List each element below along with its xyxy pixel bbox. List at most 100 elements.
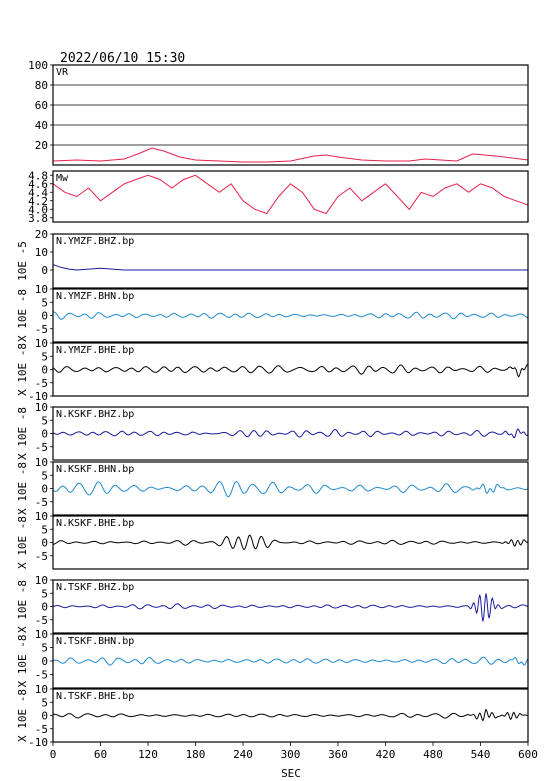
y-tick-label: 20 (35, 139, 48, 152)
y-tick-label: 5 (41, 350, 48, 363)
series-line (53, 656, 528, 666)
series-line (53, 481, 528, 498)
y-tick-label: 4.8 (28, 169, 48, 182)
panel-label: N.KSKF.BHE.bp (56, 518, 134, 529)
series-line (53, 428, 528, 439)
y-tick-label: 10 (35, 456, 48, 469)
panel-frame (52, 579, 529, 634)
figure-title: 2022/06/10 15:30 (60, 51, 185, 66)
y-tick-label: -5 (35, 723, 48, 736)
y-tick-label: 0 (41, 310, 48, 323)
panel-label: N.YMZF.BHN.bp (56, 291, 134, 302)
panel-label: N.TSKF.BHZ.bp (56, 582, 134, 593)
y-tick-label: 4.2 (28, 195, 48, 208)
y-tick-label: 5 (41, 296, 48, 309)
panel-frame (52, 170, 529, 223)
panel-frame (52, 342, 529, 397)
y-tick-label: 5 (41, 642, 48, 655)
panel-label: VR (56, 67, 69, 78)
y-tick-label: 0 (41, 710, 48, 723)
panel-frame (52, 633, 529, 689)
y-tick-label: 10 (35, 337, 48, 350)
y-tick-label: -5 (35, 669, 48, 682)
panel-frame (52, 233, 529, 289)
x-tick-label: 540 (471, 748, 491, 761)
y-tick-label: 5 (41, 523, 48, 536)
panel-frame (52, 461, 529, 516)
y-tick-label: 5 (41, 587, 48, 600)
series-line (53, 311, 528, 320)
x-tick-label: 420 (376, 748, 396, 761)
y-tick-label: 10 (35, 401, 48, 414)
x-tick-label: 480 (423, 748, 443, 761)
y-tick-label: 60 (35, 99, 48, 112)
y-tick-label: 0 (41, 428, 48, 441)
series-line (53, 147, 528, 163)
y-tick-label: -5 (35, 441, 48, 454)
y-tick-label: 10 (35, 574, 48, 587)
y-tick-label: -10 (28, 390, 48, 403)
x-axis-label: SEC (281, 767, 301, 780)
y-tick-label: 4.0 (28, 203, 48, 216)
y-axis-label: X 10E -8 (16, 462, 29, 515)
x-tick-label: 120 (138, 748, 158, 761)
y-tick-label: 0 (41, 537, 48, 550)
y-tick-label: 10 (35, 510, 48, 523)
y-tick-label: 80 (35, 79, 48, 92)
y-tick-label: 100 (28, 59, 48, 72)
y-tick-label: 10 (35, 683, 48, 696)
panel-frame (52, 515, 529, 570)
y-tick-label: 10 (35, 246, 48, 259)
series-line (53, 708, 528, 722)
series-line (53, 174, 528, 215)
panel-frame (52, 406, 529, 461)
x-tick-label: 360 (328, 748, 348, 761)
y-tick-label: -10 (28, 736, 48, 749)
panel-label: N.YMZF.BHZ.bp (56, 236, 134, 247)
y-tick-label: 10 (35, 628, 48, 641)
panel-frame (52, 288, 529, 343)
y-tick-label: -5 (35, 550, 48, 563)
panel-label: N.YMZF.BHE.bp (56, 345, 134, 356)
y-axis-label: X 10E -8 (16, 516, 29, 569)
series-line (53, 364, 528, 378)
x-tick-label: 600 (518, 748, 538, 761)
panel-label: N.TSKF.BHE.bp (56, 691, 134, 702)
y-tick-label: 10 (35, 283, 48, 296)
y-tick-label: -5 (35, 323, 48, 336)
y-tick-label: -5 (35, 377, 48, 390)
y-tick-label: 4.6 (28, 178, 48, 191)
x-tick-label: 60 (94, 748, 107, 761)
y-tick-label: 0 (41, 264, 48, 277)
x-tick-label: 0 (50, 748, 57, 761)
y-axis-label: 10E -5 (16, 241, 29, 281)
y-axis-label: X 10E -8 (16, 689, 29, 742)
x-tick-label: 180 (186, 748, 206, 761)
x-tick-label: 240 (233, 748, 253, 761)
panel-label: N.KSKF.BHN.bp (56, 464, 134, 475)
x-axis: 0 60 120 180 240 300 360 420 480 540 600 (50, 742, 538, 761)
panel-2: 3.84.04.24.44.64.8 Mw (28, 169, 529, 225)
y-tick-label: 5 (41, 414, 48, 427)
y-tick-label: 3.8 (28, 212, 48, 225)
panel-label: Mw (56, 173, 69, 184)
y-tick-label: 0 (41, 601, 48, 614)
y-axis-label: X 10E -8 (16, 289, 29, 342)
x-tick-label: 300 (281, 748, 301, 761)
y-tick-label: 0 (41, 483, 48, 496)
panel-3: 0 10 20 N.YMZF.BHZ.bp 10E -5 (16, 228, 529, 289)
panel-label: N.TSKF.BHN.bp (56, 636, 134, 647)
y-tick-label: -5 (35, 614, 48, 627)
y-tick-label: 4.4 (28, 186, 48, 199)
y-axis-label: X 10E -8 (16, 635, 29, 688)
y-axis-label: X 10E -8 (16, 343, 29, 396)
series-line (53, 534, 528, 550)
